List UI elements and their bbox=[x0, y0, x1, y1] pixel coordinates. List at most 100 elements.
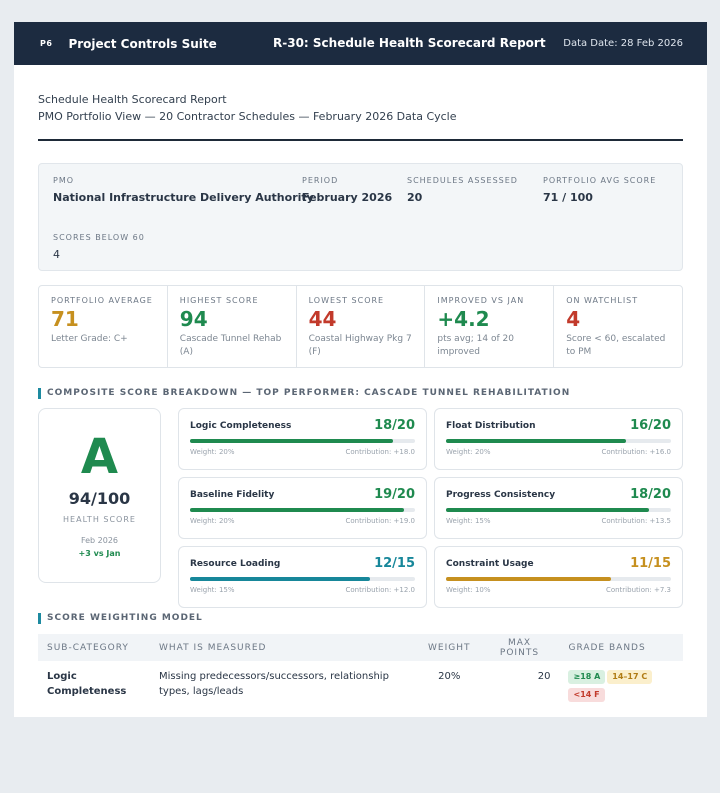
component-name: Logic Completeness bbox=[190, 420, 292, 431]
col-weight: WEIGHT bbox=[419, 634, 480, 661]
component-bar bbox=[190, 577, 415, 581]
meta-avg: PORTFOLIO AVG SCORE 71 / 100 bbox=[543, 176, 656, 204]
meta-pmo-label: PMO bbox=[53, 176, 75, 185]
component-card: Logic Completeness 18/20 Weight: 20% Con… bbox=[178, 408, 427, 470]
component-card: Float Distribution 16/20 Weight: 20% Con… bbox=[434, 408, 683, 470]
kpi-improved-vs-jan: IMPROVED VS JAN +4.2 pts avg; 14 of 20 i… bbox=[425, 286, 555, 367]
component-score: 11/15 bbox=[630, 556, 671, 571]
document-heading: Schedule Health Scorecard Report PMO Por… bbox=[14, 65, 707, 125]
grade-letter: A bbox=[80, 429, 119, 485]
row-what-measured: Missing predecessors/successors, relatio… bbox=[159, 671, 389, 697]
col-what-measured: WHAT IS MEASURED bbox=[150, 634, 419, 661]
table-row: Logic Completeness Missing predecessors/… bbox=[38, 661, 683, 713]
health-score: 94/100 bbox=[68, 489, 131, 508]
component-bar-fill bbox=[190, 577, 370, 581]
meta-avg-value: 71 / 100 bbox=[543, 191, 593, 204]
grade-band-a: ≥18 A bbox=[568, 670, 606, 684]
component-name: Progress Consistency bbox=[446, 489, 556, 500]
grade-band-c: 14–17 C bbox=[607, 670, 653, 684]
heading-divider bbox=[38, 139, 683, 141]
kpi-lowest-score: LOWEST SCORE 44 Coastal Highway Pkg 7 (F… bbox=[297, 286, 426, 367]
col-sub-category: SUB-CATEGORY bbox=[38, 634, 150, 661]
component-name: Resource Loading bbox=[190, 558, 281, 569]
weighting-section-title: SCORE WEIGHTING MODEL bbox=[38, 613, 683, 624]
component-weight: Weight: 20% bbox=[190, 448, 235, 456]
kpi-label: LOWEST SCORE bbox=[308, 296, 385, 305]
component-contribution: Contribution: +12.0 bbox=[345, 586, 416, 594]
component-score: 19/20 bbox=[374, 487, 415, 502]
component-contribution: Contribution: +19.0 bbox=[345, 517, 416, 525]
component-bar bbox=[190, 508, 415, 512]
document-title: Schedule Health Scorecard Report bbox=[38, 93, 227, 106]
col-max-points: MAX POINTS bbox=[479, 634, 560, 661]
component-bar bbox=[446, 439, 671, 443]
health-score-label: HEALTH SCORE bbox=[63, 515, 136, 524]
kpi-note: Letter Grade: C+ bbox=[51, 334, 128, 344]
kpi-label: IMPROVED VS JAN bbox=[437, 296, 525, 305]
app-logo: P6 bbox=[40, 39, 53, 48]
component-weight: Weight: 10% bbox=[446, 586, 491, 594]
component-score: 18/20 bbox=[630, 487, 671, 502]
meta-period: PERIOD February 2026 bbox=[302, 176, 392, 204]
meta-pmo: PMO National Infrastructure Delivery Aut… bbox=[53, 176, 314, 204]
meta-below-value: 4 bbox=[53, 248, 60, 261]
suite-name: Project Controls Suite bbox=[68, 36, 217, 51]
meta-below-label: SCORES BELOW 60 bbox=[53, 233, 145, 242]
component-name: Baseline Fidelity bbox=[190, 489, 275, 500]
component-bar-fill bbox=[190, 439, 393, 443]
score-breakdown: A 94/100 HEALTH SCORE Feb 2026 +3 vs Jan… bbox=[38, 408, 683, 609]
component-contribution: Contribution: +13.5 bbox=[601, 517, 672, 525]
component-bar bbox=[190, 439, 415, 443]
row-max-points: 20 bbox=[537, 671, 551, 682]
component-score: 18/20 bbox=[374, 418, 415, 433]
component-contribution: Contribution: +7.3 bbox=[605, 586, 671, 594]
breakdown-section-title: COMPOSITE SCORE BREAKDOWN — TOP PERFORME… bbox=[38, 388, 683, 399]
component-name: Float Distribution bbox=[446, 420, 536, 431]
weighting-table: SUB-CATEGORY WHAT IS MEASURED WEIGHT MAX… bbox=[38, 634, 683, 713]
grade-card: A 94/100 HEALTH SCORE Feb 2026 +3 vs Jan bbox=[38, 408, 161, 583]
kpi-on-watchlist: ON WATCHLIST 4 Score < 60, escalated to … bbox=[554, 286, 682, 367]
kpi-strip: PORTFOLIO AVERAGE 71 Letter Grade: C+ HI… bbox=[38, 285, 683, 368]
kpi-value: +4.2 bbox=[437, 307, 490, 331]
component-contribution: Contribution: +18.0 bbox=[345, 448, 416, 456]
grade-date: Feb 2026 bbox=[80, 536, 119, 545]
component-weight: Weight: 15% bbox=[190, 586, 235, 594]
component-score: 12/15 bbox=[374, 556, 415, 571]
row-sub-category: Logic Completeness bbox=[47, 671, 127, 697]
col-grade-bands: GRADE BANDS bbox=[559, 634, 683, 661]
component-card: Progress Consistency 18/20 Weight: 15% C… bbox=[434, 477, 683, 539]
kpi-value: 71 bbox=[51, 307, 79, 331]
meta-assessed-value: 20 bbox=[407, 191, 423, 204]
component-bar-fill bbox=[446, 508, 649, 512]
row-weight: 20% bbox=[438, 671, 461, 682]
component-bar-fill bbox=[446, 439, 626, 443]
component-weight: Weight: 20% bbox=[446, 448, 491, 456]
document-subtitle: PMO Portfolio View — 20 Contractor Sched… bbox=[38, 110, 457, 123]
kpi-value: 44 bbox=[308, 307, 337, 331]
kpi-value: 4 bbox=[566, 307, 581, 331]
meta-assessed: SCHEDULES ASSESSED 20 bbox=[407, 176, 518, 204]
row-grade-bands: ≥18 A 14–17 C <14 F bbox=[559, 661, 683, 713]
meta-avg-label: PORTFOLIO AVG SCORE bbox=[543, 176, 657, 185]
kpi-note: Score < 60, escalated to PM bbox=[566, 334, 666, 357]
component-bar bbox=[446, 577, 671, 581]
meta-period-value: February 2026 bbox=[302, 191, 393, 204]
component-bar-fill bbox=[446, 577, 611, 581]
meta-pmo-value: National Infrastructure Delivery Authori… bbox=[53, 191, 314, 204]
report-page: P6 Project Controls Suite R-30: Schedule… bbox=[14, 22, 707, 717]
component-bar-fill bbox=[190, 508, 404, 512]
grade-delta: +3 vs Jan bbox=[78, 549, 121, 558]
meta-assessed-label: SCHEDULES ASSESSED bbox=[407, 176, 518, 185]
meta-period-label: PERIOD bbox=[302, 176, 339, 185]
component-card: Resource Loading 12/15 Weight: 15% Contr… bbox=[178, 546, 427, 608]
kpi-value: 94 bbox=[179, 307, 208, 331]
kpi-portfolio-average: PORTFOLIO AVERAGE 71 Letter Grade: C+ bbox=[39, 286, 168, 367]
kpi-note: Coastal Highway Pkg 7 (F) bbox=[308, 334, 412, 357]
component-contribution: Contribution: +16.0 bbox=[601, 448, 672, 456]
report-title: R-30: Schedule Health Scorecard Report bbox=[273, 36, 546, 50]
meta-panel: PMO National Infrastructure Delivery Aut… bbox=[38, 163, 683, 271]
kpi-label: ON WATCHLIST bbox=[566, 296, 639, 305]
component-card: Baseline Fidelity 19/20 Weight: 20% Cont… bbox=[178, 477, 427, 539]
kpi-note: pts avg; 14 of 20 improved bbox=[437, 334, 514, 357]
component-card: Constraint Usage 11/15 Weight: 10% Contr… bbox=[434, 546, 683, 608]
